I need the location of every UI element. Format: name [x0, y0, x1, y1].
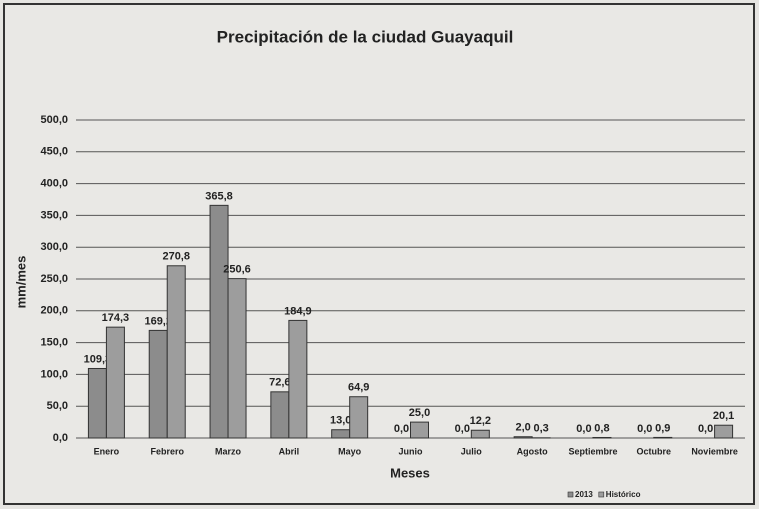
x-axis-label: Meses	[390, 465, 430, 480]
legend-swatch	[567, 491, 574, 498]
bar	[714, 424, 734, 439]
value-label: 0,0	[394, 423, 409, 435]
x-tick-label: Agosto	[517, 446, 548, 456]
bar	[410, 421, 429, 439]
bar	[331, 429, 351, 439]
bar	[148, 329, 168, 439]
x-tick-label: Septiembre	[568, 446, 617, 456]
value-label: 0,0	[637, 423, 652, 435]
value-label: 174,3	[102, 312, 130, 324]
value-label: 250,6	[223, 264, 251, 276]
value-label: 184,9	[284, 305, 312, 317]
bar	[105, 326, 125, 439]
bar	[470, 429, 490, 439]
x-tick-label: Enero	[94, 446, 120, 456]
y-tick-label: 0,0	[53, 432, 68, 444]
value-label: 0,0	[455, 423, 470, 435]
x-tick-label: Abril	[279, 446, 300, 456]
y-tick-label: 500,0	[40, 114, 68, 126]
bar	[209, 204, 229, 439]
bar	[513, 436, 533, 439]
x-tick-label: Julio	[461, 446, 483, 456]
value-label: 64,9	[348, 382, 369, 394]
bar	[270, 391, 290, 439]
y-tick-label: 400,0	[40, 178, 68, 190]
bar	[288, 319, 308, 439]
value-label: 20,1	[713, 410, 734, 422]
bar	[166, 265, 186, 439]
chart-title: Precipitación de la ciudad Guayaquil	[217, 27, 514, 46]
value-label: 0,8	[594, 422, 609, 434]
y-tick-label: 50,0	[47, 400, 68, 412]
value-label: 0,3	[533, 423, 548, 435]
x-tick-label: Octubre	[637, 446, 672, 456]
value-label: 270,8	[162, 251, 190, 263]
value-label: 109,3	[84, 353, 112, 365]
y-tick-label: 450,0	[40, 146, 68, 158]
y-axis-label: mm/mes	[13, 256, 28, 309]
value-label: 12,2	[470, 415, 491, 427]
x-tick-label: Marzo	[215, 446, 242, 456]
legend-label: 2013	[575, 490, 593, 499]
y-tick-label: 250,0	[40, 273, 68, 285]
bar	[227, 278, 247, 439]
y-tick-label: 200,0	[40, 305, 68, 317]
y-tick-label: 100,0	[40, 368, 68, 380]
value-label: 2,0	[515, 422, 530, 434]
legend-label: Histórico	[606, 490, 641, 499]
y-tick-label: 350,0	[40, 209, 68, 221]
bar	[592, 436, 612, 439]
y-tick-label: 300,0	[40, 241, 68, 253]
x-tick-label: Junio	[399, 446, 424, 456]
value-label: 0,0	[576, 423, 591, 435]
value-label: 72,6	[269, 377, 290, 389]
value-label: 13,0	[330, 415, 351, 427]
bar	[349, 396, 369, 439]
legend-swatch	[598, 491, 605, 498]
x-tick-label: Mayo	[338, 446, 362, 456]
bar	[87, 367, 107, 439]
value-label: 0,0	[698, 423, 713, 435]
value-label: 25,0	[409, 407, 430, 419]
value-label: 169,2	[144, 315, 172, 327]
x-tick-label: Febrero	[150, 446, 184, 456]
value-label: 0,9	[655, 422, 670, 434]
frame	[3, 3, 755, 505]
bar	[653, 436, 673, 439]
value-label: 365,8	[205, 190, 233, 202]
x-tick-label: Noviembre	[691, 446, 738, 456]
y-tick-label: 150,0	[40, 337, 68, 349]
